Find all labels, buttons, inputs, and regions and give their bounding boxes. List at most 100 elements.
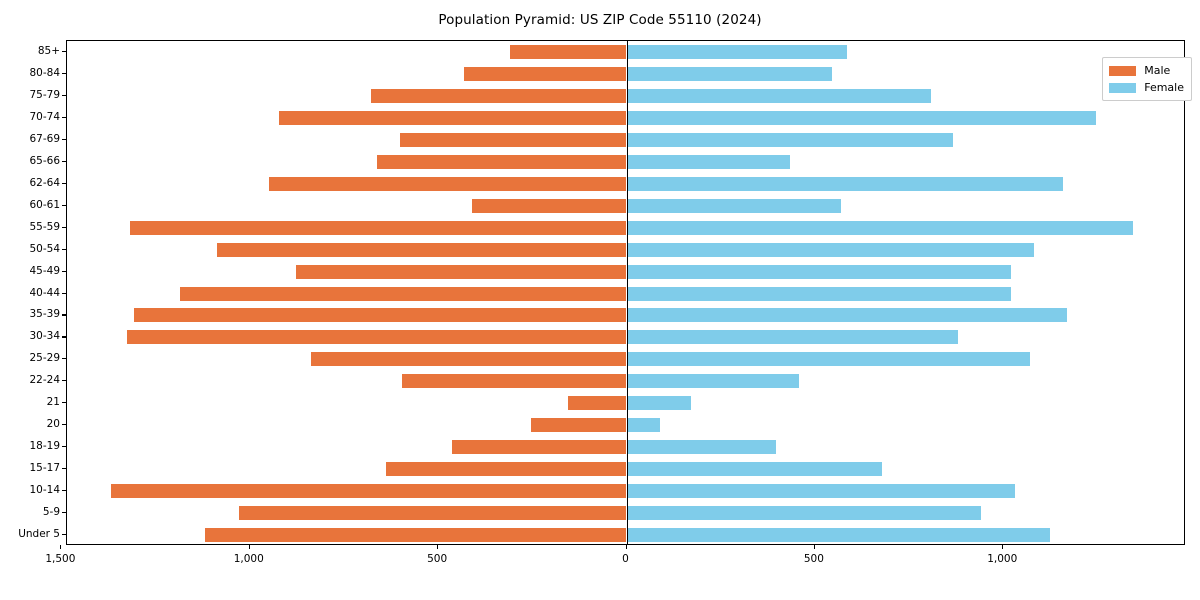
y-axis-tick bbox=[62, 512, 66, 514]
bar-female bbox=[626, 264, 1012, 279]
y-axis-tick bbox=[62, 72, 66, 75]
y-axis-label: Under 5 bbox=[18, 528, 60, 541]
y-axis-tick bbox=[62, 402, 66, 404]
bar-female bbox=[626, 110, 1096, 125]
y-axis-tick bbox=[62, 446, 66, 448]
bar-female bbox=[626, 220, 1134, 235]
y-axis-tick bbox=[62, 94, 66, 96]
bar-male bbox=[371, 88, 627, 103]
y-axis-tick bbox=[62, 358, 66, 360]
y-axis-label: 22-24 bbox=[29, 374, 60, 387]
x-axis-label: 500 bbox=[803, 553, 824, 565]
x-axis-tick bbox=[813, 545, 815, 549]
bar-male bbox=[126, 330, 627, 345]
y-axis-label: 45-49 bbox=[29, 264, 60, 277]
legend-swatch-icon bbox=[1109, 65, 1137, 76]
bar-female bbox=[626, 44, 847, 59]
plot-area bbox=[66, 40, 1185, 545]
y-axis-tick bbox=[62, 424, 66, 426]
x-axis-label: 1,500 bbox=[45, 553, 76, 565]
y-axis-tick bbox=[62, 226, 66, 228]
bar-male bbox=[463, 66, 627, 81]
bar-male bbox=[510, 44, 627, 59]
bar-male bbox=[472, 198, 627, 213]
y-axis-label: 60-61 bbox=[29, 198, 60, 211]
y-axis-tick bbox=[62, 534, 66, 536]
chart-legend: Male Female bbox=[1102, 57, 1192, 101]
zero-axis-line bbox=[626, 41, 628, 544]
bar-female bbox=[626, 198, 842, 213]
bar-female bbox=[626, 396, 691, 411]
legend-label: Female bbox=[1144, 81, 1184, 94]
y-axis-tick bbox=[62, 490, 66, 492]
legend-item[interactable]: Female bbox=[1109, 79, 1184, 96]
bar-male bbox=[400, 132, 627, 147]
y-axis-label: 80-84 bbox=[29, 66, 60, 79]
y-axis-label: 55-59 bbox=[29, 220, 60, 233]
legend-label: Male bbox=[1144, 64, 1171, 77]
bar-male bbox=[204, 528, 627, 543]
bar-female bbox=[626, 330, 958, 345]
y-axis-tick bbox=[62, 116, 66, 118]
x-axis-label: 1,000 bbox=[233, 553, 264, 565]
y-axis-tick bbox=[62, 160, 66, 162]
y-axis-label: 21 bbox=[46, 396, 60, 409]
y-axis-label: 75-79 bbox=[29, 88, 60, 101]
x-axis-tick bbox=[60, 545, 62, 549]
y-axis-tick bbox=[62, 50, 66, 53]
bar-female bbox=[626, 418, 661, 433]
y-axis-tick bbox=[62, 314, 66, 316]
bar-male bbox=[279, 110, 627, 125]
bar-male bbox=[238, 506, 627, 521]
bar-female bbox=[626, 352, 1031, 367]
y-axis-label: 5-9 bbox=[42, 506, 60, 519]
bar-female bbox=[626, 132, 953, 147]
bar-male bbox=[401, 374, 627, 389]
bar-male bbox=[129, 220, 627, 235]
y-axis-label: 10-14 bbox=[29, 484, 60, 497]
bar-male bbox=[386, 462, 627, 477]
bar-male bbox=[376, 154, 627, 169]
x-axis-tick bbox=[248, 545, 250, 549]
y-axis-tick bbox=[62, 336, 66, 338]
y-axis-label: 67-69 bbox=[29, 132, 60, 145]
bar-female bbox=[626, 506, 982, 521]
y-axis-label: 15-17 bbox=[29, 462, 60, 475]
y-axis-label: 70-74 bbox=[29, 110, 60, 123]
bar-male bbox=[296, 264, 627, 279]
y-axis-tick bbox=[62, 292, 66, 294]
bar-female bbox=[626, 308, 1068, 323]
bar-male bbox=[568, 396, 627, 411]
y-axis-label: 62-64 bbox=[29, 176, 60, 189]
bar-male bbox=[110, 484, 627, 499]
bar-female bbox=[626, 286, 1012, 301]
bar-male bbox=[268, 176, 627, 191]
bar-male bbox=[311, 352, 627, 367]
legend-item[interactable]: Male bbox=[1109, 62, 1184, 79]
y-axis-label: 65-66 bbox=[29, 154, 60, 167]
bar-female bbox=[626, 242, 1035, 257]
y-axis-label: 35-39 bbox=[29, 308, 60, 321]
bar-female bbox=[626, 484, 1016, 499]
y-axis-tick bbox=[62, 182, 66, 184]
x-axis-label: 500 bbox=[427, 553, 448, 565]
y-axis-label: 85+ bbox=[37, 44, 60, 57]
bar-male bbox=[216, 242, 627, 257]
y-axis-tick bbox=[62, 248, 66, 250]
y-axis-tick bbox=[62, 468, 66, 470]
x-axis-tick bbox=[437, 545, 439, 549]
y-axis-tick bbox=[62, 270, 66, 272]
y-axis-label: 18-19 bbox=[29, 440, 60, 453]
bars-layer bbox=[67, 41, 1184, 544]
bar-female bbox=[626, 88, 931, 103]
bar-male bbox=[451, 440, 627, 455]
y-axis-label: 50-54 bbox=[29, 242, 60, 255]
y-axis-label: 25-29 bbox=[29, 352, 60, 365]
y-axis-label: 30-34 bbox=[29, 330, 60, 343]
bar-male bbox=[531, 418, 627, 433]
y-axis-label: 40-44 bbox=[29, 286, 60, 299]
bar-male bbox=[134, 308, 627, 323]
chart-title: Population Pyramid: US ZIP Code 55110 (2… bbox=[438, 12, 762, 28]
legend-swatch-icon bbox=[1109, 82, 1137, 93]
